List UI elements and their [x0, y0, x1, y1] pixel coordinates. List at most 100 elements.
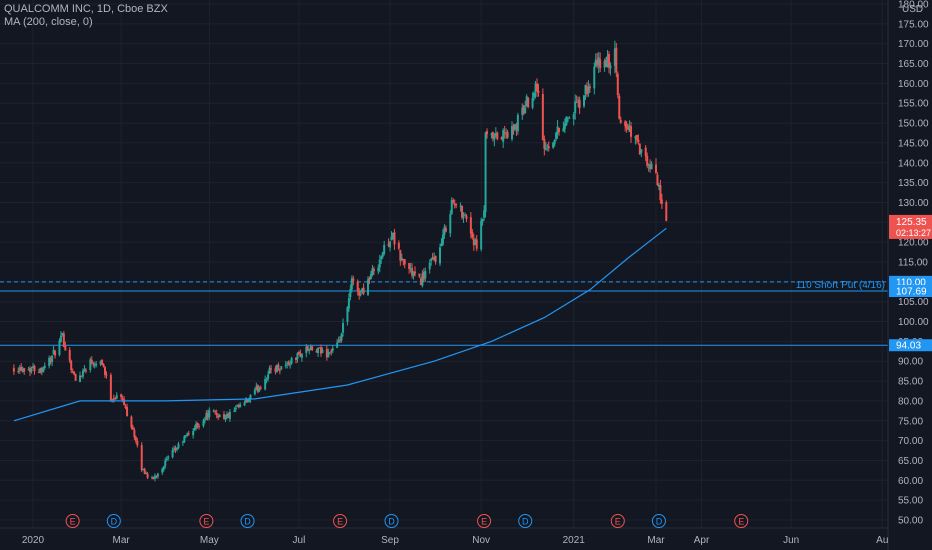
candle [64, 341, 67, 351]
candle [208, 407, 211, 421]
candle-body [496, 132, 499, 140]
candle [527, 96, 530, 109]
candle [547, 141, 550, 152]
candle [459, 202, 462, 212]
candle-body [270, 368, 273, 370]
candle [369, 270, 372, 280]
candle [33, 364, 36, 375]
candle-body [233, 410, 236, 412]
candle-body [455, 203, 458, 206]
candle [356, 279, 359, 296]
candle-body [206, 413, 209, 418]
candle [59, 331, 62, 343]
candle-body [315, 350, 318, 353]
candle-body [202, 420, 205, 426]
candle [630, 121, 633, 143]
candle [143, 467, 146, 475]
candle [414, 266, 417, 277]
candle [605, 56, 608, 68]
y-tick-label: 175.00 [898, 19, 929, 30]
candle-body [440, 243, 443, 247]
candle-body [469, 217, 472, 234]
candle-body [296, 353, 299, 359]
candle-body [153, 475, 156, 479]
candle-body [120, 394, 123, 398]
candle-body [402, 259, 405, 261]
candle-body [258, 387, 261, 392]
candle [541, 88, 544, 141]
candle [43, 362, 46, 370]
candle [325, 345, 328, 361]
dividend-marker[interactable]: D [651, 514, 666, 528]
candle-body [327, 352, 330, 358]
candle [336, 338, 339, 349]
candle [503, 125, 506, 139]
candle-body [102, 364, 105, 367]
candle-body [525, 96, 528, 107]
earnings-marker[interactable]: E [199, 514, 214, 528]
candle-body [483, 210, 486, 218]
symbol-title: QUALCOMM INC, 1D, Cboe BZX [4, 3, 168, 15]
candle [372, 266, 375, 276]
candle [162, 465, 165, 472]
dividend-marker[interactable]: D [106, 514, 121, 528]
candle [17, 367, 20, 374]
event-marker-label: D [522, 517, 529, 527]
candle [265, 377, 268, 384]
event-marker-label: E [337, 517, 343, 527]
candle [431, 252, 434, 260]
candle [607, 51, 610, 74]
candle [152, 476, 155, 480]
candle-body [377, 267, 380, 272]
candle-body [597, 57, 600, 66]
candle [603, 58, 606, 72]
candle [400, 253, 403, 262]
candle-body [431, 257, 434, 259]
candle-body [635, 134, 638, 140]
earnings-marker[interactable]: E [65, 514, 80, 528]
candle-body [280, 366, 283, 370]
candle [274, 365, 277, 375]
event-marker-label: D [388, 517, 395, 527]
level-badge-bg [889, 339, 932, 352]
candle-body [84, 369, 87, 372]
candle-body [462, 216, 465, 219]
candle-body [342, 323, 345, 333]
candle-body [208, 410, 211, 418]
dividend-marker[interactable]: D [240, 514, 255, 528]
earnings-marker[interactable]: E [610, 514, 625, 528]
earnings-marker[interactable]: E [734, 514, 749, 528]
candle-body [330, 350, 333, 352]
candle-body [352, 278, 355, 281]
candle-body [247, 398, 250, 402]
event-marker-label: E [615, 517, 621, 527]
candle-body [422, 272, 425, 280]
candle-body [223, 414, 226, 419]
candle [615, 42, 618, 78]
candle [236, 404, 239, 407]
event-marker-label: D [244, 517, 251, 527]
candle [389, 240, 392, 252]
candle [80, 375, 83, 378]
candle-body [321, 349, 324, 353]
candle-body [486, 131, 489, 135]
dividend-marker[interactable]: D [518, 514, 533, 528]
candle [659, 179, 662, 204]
candle-body [95, 363, 98, 366]
earnings-marker[interactable]: E [477, 514, 492, 528]
candle-body [646, 155, 649, 166]
candle [624, 120, 627, 132]
candle-body [317, 347, 320, 353]
candle [522, 104, 525, 116]
candle [462, 212, 465, 223]
grid-lines [0, 0, 888, 528]
candle [27, 366, 30, 371]
candle-body [187, 433, 190, 435]
candle [89, 357, 92, 373]
candle-body [359, 294, 362, 296]
candle [74, 373, 77, 381]
earnings-marker[interactable]: E [333, 514, 348, 528]
dividend-marker[interactable]: D [384, 514, 399, 528]
